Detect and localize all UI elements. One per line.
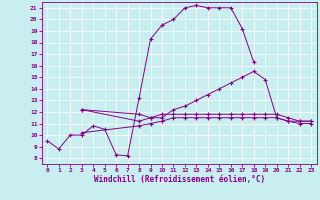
X-axis label: Windchill (Refroidissement éolien,°C): Windchill (Refroidissement éolien,°C): [94, 175, 265, 184]
